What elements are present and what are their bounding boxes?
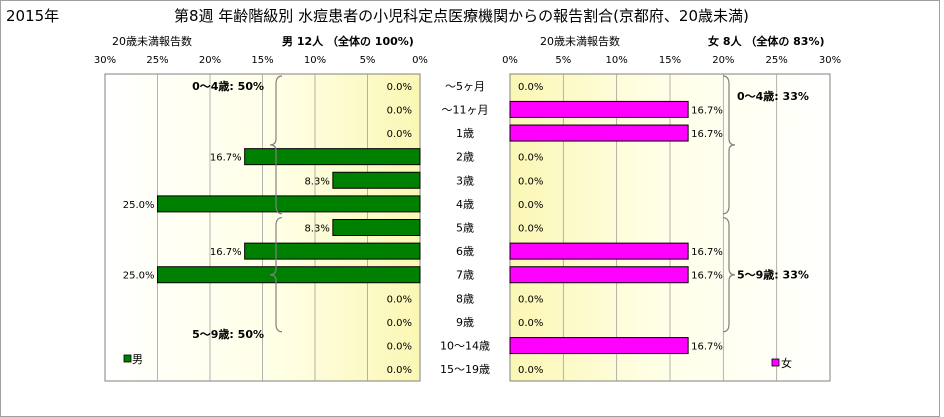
female-bar bbox=[509, 124, 689, 142]
female-bar bbox=[509, 337, 689, 355]
male-tick-label: 20% bbox=[199, 55, 221, 66]
male-data-label: 0.0% bbox=[387, 105, 412, 116]
male-data-label: 8.3% bbox=[304, 176, 329, 187]
male-data-label: 16.7% bbox=[210, 247, 242, 258]
category-label: 6歳 bbox=[456, 245, 474, 258]
female-data-label: 16.7% bbox=[691, 129, 723, 140]
female-tick-label: 10% bbox=[606, 55, 628, 66]
female-tick-label: 15% bbox=[659, 55, 681, 66]
female-header: 女 8人 （全体の 83%) bbox=[708, 34, 825, 48]
male-data-labels: 0.0% 0.0% 0.0% 16.7% 8.3% 25.0% 8.3% 16.7% 25.0%… bbox=[123, 82, 412, 376]
male-data-label: 0.0% bbox=[387, 129, 412, 140]
category-label: ～11ヶ月 bbox=[442, 103, 489, 116]
female-tick-label: 0% bbox=[502, 55, 518, 66]
female-bar bbox=[509, 242, 689, 260]
female-tick-label: 5% bbox=[555, 55, 571, 66]
category-label: 10～14歳 bbox=[440, 340, 490, 353]
age-group-brackets: 0～4歳: 50% 5～9歳: 50% 0～4歳: 33% 5～9歳: 33% bbox=[192, 75, 809, 341]
female-data-label: 0.0% bbox=[518, 294, 543, 305]
male-data-label: 16.7% bbox=[210, 153, 242, 164]
female-axis-label: 20歳未満報告数 bbox=[540, 35, 620, 48]
female-legend-label: 女 bbox=[781, 356, 792, 370]
male-tick-label: 25% bbox=[146, 55, 168, 66]
male-tick-label: 0% bbox=[412, 55, 428, 66]
female-data-label: 16.7% bbox=[691, 247, 723, 258]
male-tick-labels: 30% 25% 20% 15% 10% 5% 0% bbox=[94, 55, 428, 66]
female-bracket bbox=[722, 75, 736, 215]
category-label: 8歳 bbox=[456, 292, 474, 305]
male-bar bbox=[332, 171, 421, 189]
male-bar bbox=[157, 266, 421, 284]
female-legend-swatch bbox=[771, 358, 780, 367]
male-data-label: 25.0% bbox=[123, 271, 155, 282]
female-data-label: 16.7% bbox=[691, 271, 723, 282]
male-legend-swatch bbox=[123, 354, 132, 363]
category-label: 15～19歳 bbox=[440, 363, 490, 376]
female-bar bbox=[509, 266, 689, 284]
category-label: 4歳 bbox=[456, 198, 474, 211]
category-labels: ～5ヶ月 ～11ヶ月 1歳 2歳 3歳 4歳 5歳 6歳 7歳 8歳 9歳 10～14歳 15～19歳 bbox=[440, 80, 490, 376]
male-tick-label: 10% bbox=[304, 55, 326, 66]
category-label: 5歳 bbox=[456, 222, 474, 235]
male-legend-label: 男 bbox=[132, 353, 143, 366]
male-bar bbox=[332, 219, 421, 236]
female-tick-label: 20% bbox=[712, 55, 734, 66]
male-bracket-label: 5～9歳: 50% bbox=[192, 327, 264, 341]
male-bracket bbox=[269, 217, 283, 333]
male-data-label: 0.0% bbox=[387, 82, 412, 93]
female-data-label: 16.7% bbox=[691, 342, 723, 353]
male-header: 男 12人 （全体の 100%) bbox=[282, 34, 414, 48]
female-bars bbox=[509, 100, 689, 355]
female-tick-labels: 0% 5% 10% 15% 20% 25% 30% bbox=[502, 55, 841, 66]
category-label: 3歳 bbox=[456, 174, 474, 187]
male-tick-label: 30% bbox=[94, 55, 116, 66]
chart-title: 第8週 年齢階級別 水痘患者の小児科定点医療機関からの報告割合(京都府、20歳未… bbox=[174, 7, 749, 25]
male-axis-label: 20歳未満報告数 bbox=[112, 35, 192, 48]
male-bar bbox=[244, 242, 421, 260]
male-bar bbox=[157, 195, 421, 213]
female-data-label: 0.0% bbox=[518, 200, 543, 211]
female-data-label: 16.7% bbox=[691, 105, 723, 116]
male-bars bbox=[157, 148, 421, 284]
male-data-label: 0.0% bbox=[387, 294, 412, 305]
female-data-labels: 0.0% 16.7% 16.7% 0.0% 0.0% 0.0% 0.0% 16.7% 16.7%… bbox=[518, 82, 723, 376]
female-data-label: 0.0% bbox=[518, 153, 543, 164]
male-data-label: 25.0% bbox=[123, 200, 155, 211]
male-data-label: 0.0% bbox=[387, 318, 412, 329]
female-tick-label: 30% bbox=[819, 55, 841, 66]
female-bracket bbox=[722, 217, 736, 333]
male-data-label: 8.3% bbox=[304, 224, 329, 235]
male-bar bbox=[244, 148, 421, 166]
category-label: 2歳 bbox=[456, 151, 474, 164]
female-data-label: 0.0% bbox=[518, 365, 543, 376]
female-data-label: 0.0% bbox=[518, 176, 543, 187]
male-data-label: 0.0% bbox=[387, 342, 412, 353]
female-data-label: 0.0% bbox=[518, 82, 543, 93]
female-bracket-label: 0～4歳: 33% bbox=[737, 89, 809, 103]
chart-year: 2015年 bbox=[6, 7, 59, 25]
female-bar bbox=[509, 100, 689, 118]
male-tick-label: 5% bbox=[360, 55, 376, 66]
category-label: 1歳 bbox=[456, 127, 474, 140]
male-bracket-label: 0～4歳: 50% bbox=[192, 79, 264, 93]
female-bracket-label: 5～9歳: 33% bbox=[737, 268, 809, 282]
female-data-label: 0.0% bbox=[518, 318, 543, 329]
category-label: 9歳 bbox=[456, 316, 474, 329]
female-data-label: 0.0% bbox=[518, 224, 543, 235]
category-label: 7歳 bbox=[456, 269, 474, 282]
category-label: ～5ヶ月 bbox=[445, 80, 485, 93]
male-bracket bbox=[269, 75, 283, 215]
male-data-label: 0.0% bbox=[387, 365, 412, 376]
male-tick-label: 15% bbox=[251, 55, 273, 66]
female-tick-label: 25% bbox=[766, 55, 788, 66]
